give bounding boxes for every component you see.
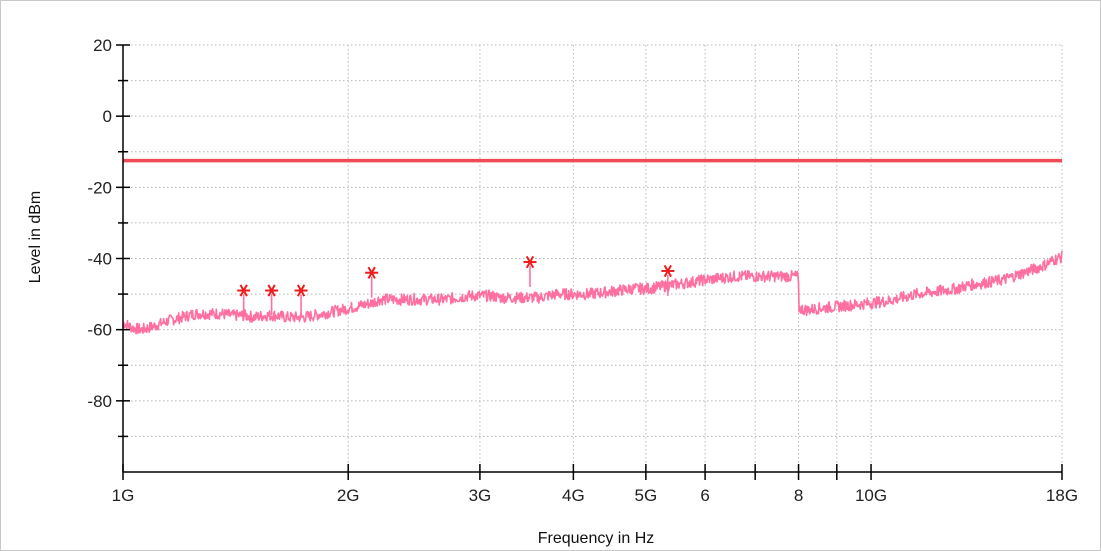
y-tick-label: -40 (87, 250, 112, 269)
peak-marker (237, 284, 251, 316)
peak-marker (365, 266, 379, 298)
x-tick-label: 1G (112, 486, 135, 505)
y-tick-label: -80 (87, 392, 112, 411)
x-tick-label: 4G (562, 486, 585, 505)
marker-layer (237, 255, 675, 316)
y-tick-label: 0 (103, 107, 112, 126)
peak-asterisk-stroke (267, 284, 276, 297)
x-tick-label: 6 (700, 486, 709, 505)
axis-layer: 20 0 -20 -40 -60 -80 1G 2G 3G 4G 5G 6 8 10G 18G (87, 36, 1078, 505)
peak-marker (265, 284, 279, 316)
y-tick-label: 20 (93, 36, 112, 55)
x-tick-label: 18G (1046, 486, 1078, 505)
x-tick-label: 3G (469, 486, 492, 505)
x-tick-label: 10G (855, 486, 887, 505)
grid-layer (122, 44, 1063, 472)
x-tick-label: 2G (337, 486, 360, 505)
peak-marker (523, 255, 537, 287)
peak-asterisk-stroke (296, 284, 306, 297)
x-tick-label: 8 (794, 486, 803, 505)
y-axis-title: Level in dBm (27, 191, 44, 284)
peak-asterisk-stroke (367, 266, 376, 279)
peak-marker (661, 264, 675, 296)
peak-marker (294, 284, 308, 316)
y-tick-label: -20 (87, 178, 112, 197)
y-tick-label: -60 (87, 321, 112, 340)
measurement-trace (122, 250, 1063, 335)
peak-asterisk-stroke (663, 264, 672, 278)
x-axis-title: Frequency in Hz (538, 530, 655, 547)
peak-asterisk-stroke (525, 255, 535, 269)
x-tick-label: 5G (635, 486, 658, 505)
series-layer (122, 250, 1063, 335)
peak-asterisk-stroke (239, 284, 248, 297)
